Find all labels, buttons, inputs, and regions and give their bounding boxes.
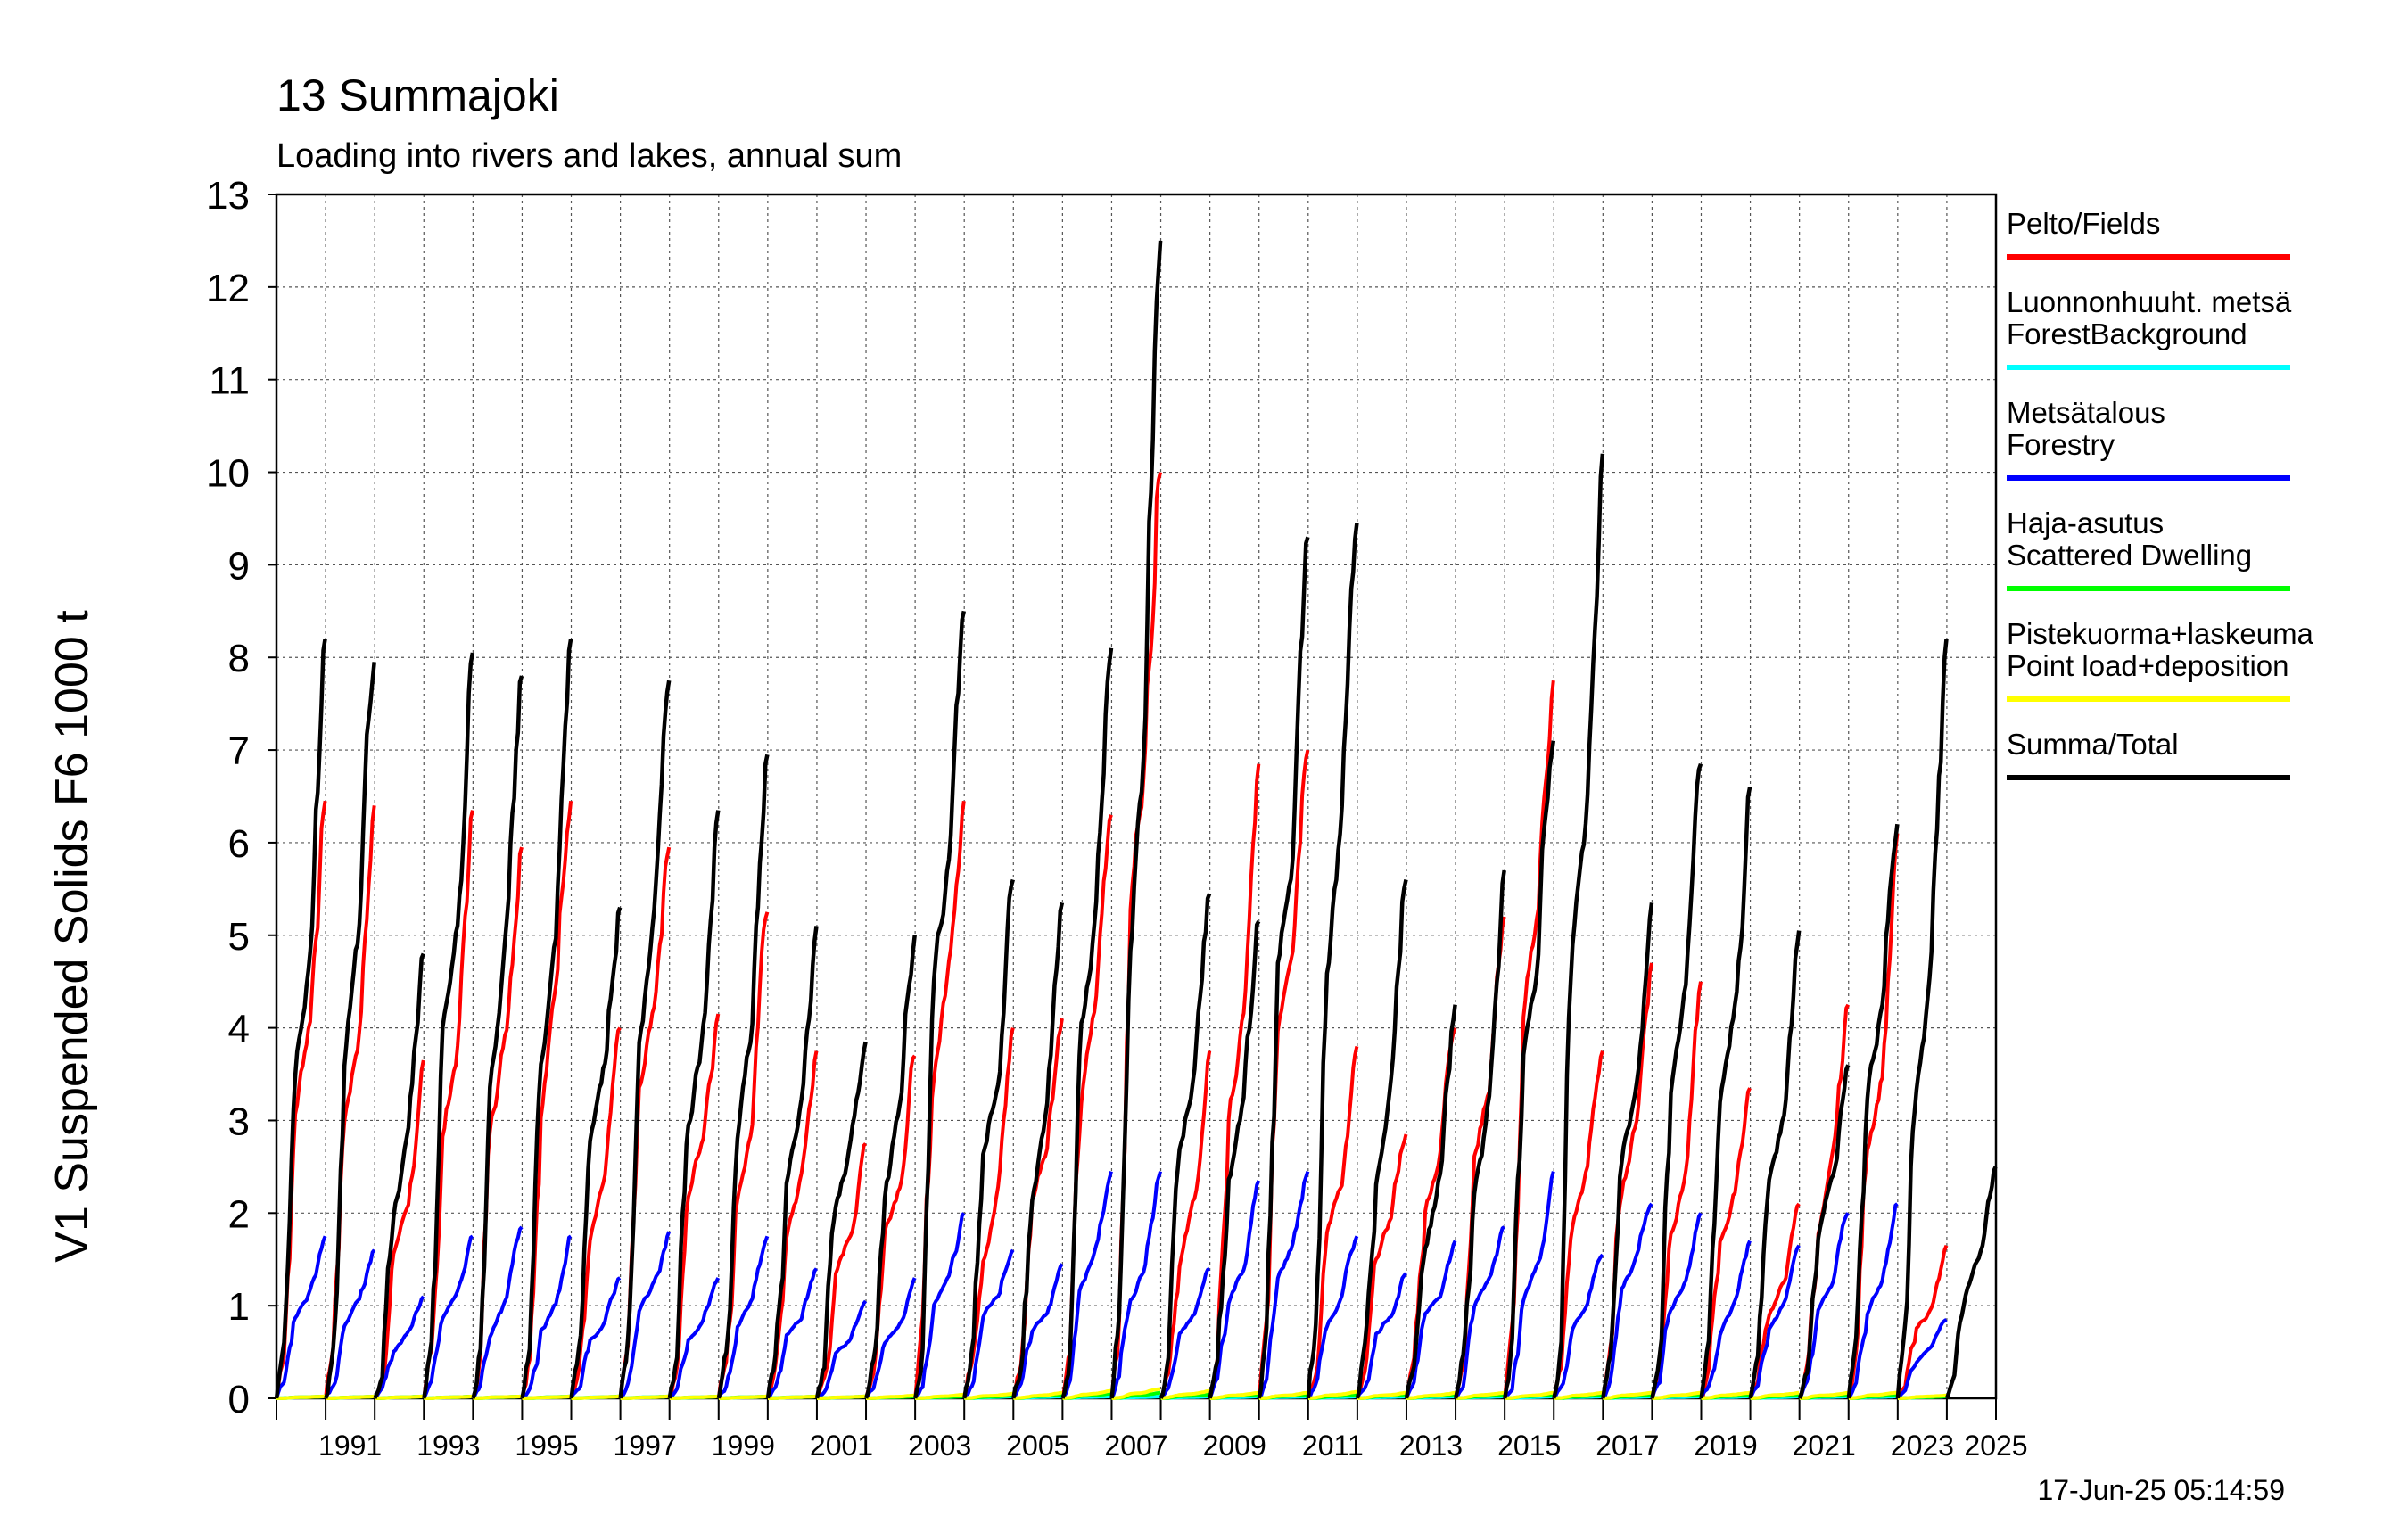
y-tick-label: 7 xyxy=(228,729,250,773)
legend-label: Forestry xyxy=(2007,428,2115,461)
series-line xyxy=(274,240,1998,1399)
legend-label: Haja-asutus xyxy=(2007,507,2164,540)
x-tick-label: 2017 xyxy=(1596,1429,1659,1462)
y-tick-label: 4 xyxy=(228,1008,250,1051)
y-tick-label: 3 xyxy=(228,1100,250,1143)
series-line xyxy=(275,1170,1948,1400)
y-tick-label: 5 xyxy=(228,915,250,959)
legend-label: Luonnonhuuht. metsä xyxy=(2007,285,2292,318)
plot-area xyxy=(274,240,1998,1400)
x-tick-label: 2007 xyxy=(1104,1429,1167,1462)
series-line xyxy=(276,1387,1947,1400)
legend-label: Summa/Total xyxy=(2007,728,2179,761)
legend-label: Scattered Dwelling xyxy=(2007,539,2252,572)
x-axis: 1991 1993 1995 1997 1999 2001 2003 2005 2007 2009… xyxy=(276,1398,2028,1462)
y-tick-label: 0 xyxy=(228,1378,250,1421)
x-tick-label: 2011 xyxy=(1302,1429,1364,1462)
y-tick-label: 9 xyxy=(228,544,250,588)
legend-label: Point load+deposition xyxy=(2007,649,2289,682)
legend: Pelto/Fields Luonnonhuuht. metsäForestBac… xyxy=(2007,207,2314,780)
y-tick-label: 6 xyxy=(228,822,250,866)
x-tick-label: 1997 xyxy=(614,1429,677,1462)
x-tick-label: 1993 xyxy=(416,1429,480,1462)
x-tick-label: 2023 xyxy=(1891,1429,1954,1462)
x-tick-label: 2001 xyxy=(810,1429,873,1462)
x-tick-label: 2025 xyxy=(1964,1429,2027,1462)
grid xyxy=(275,193,1998,1400)
y-tick-label: 1 xyxy=(228,1285,250,1329)
y-tick-label: 13 xyxy=(206,174,250,218)
x-tick-label: 2019 xyxy=(1694,1429,1757,1462)
legend-label: Metsätalous xyxy=(2007,396,2165,429)
timestamp: 17-Jun-25 05:14:59 xyxy=(2037,1474,2285,1506)
y-tick-label: 11 xyxy=(209,359,250,403)
x-tick-label: 2015 xyxy=(1497,1429,1561,1462)
x-tick-label: 2021 xyxy=(1793,1429,1856,1462)
x-tick-label: 1995 xyxy=(515,1429,578,1462)
legend-label: Pistekuorma+laskeuma xyxy=(2007,617,2314,650)
y-tick-label: 2 xyxy=(228,1192,250,1236)
y-tick-label: 10 xyxy=(206,452,250,496)
y-tick-label: 8 xyxy=(228,637,250,680)
chart-title: 13 Summajoki xyxy=(276,70,559,120)
x-tick-label: 1999 xyxy=(712,1429,775,1462)
chart-subtitle: Loading into rivers and lakes, annual su… xyxy=(276,137,902,175)
x-tick-label: 2003 xyxy=(908,1429,971,1462)
legend-label: Pelto/Fields xyxy=(2007,207,2160,240)
x-tick-label: 2009 xyxy=(1203,1429,1266,1462)
legend-label: ForestBackground xyxy=(2007,317,2247,350)
y-tick-label: 12 xyxy=(206,267,250,310)
y-axis-label: V1 Suspended Solids F6 1000 t xyxy=(46,610,98,1263)
x-tick-label: 2005 xyxy=(1006,1429,1069,1462)
x-tick-label: 2013 xyxy=(1399,1429,1463,1462)
x-tick-label: 1991 xyxy=(318,1429,382,1462)
